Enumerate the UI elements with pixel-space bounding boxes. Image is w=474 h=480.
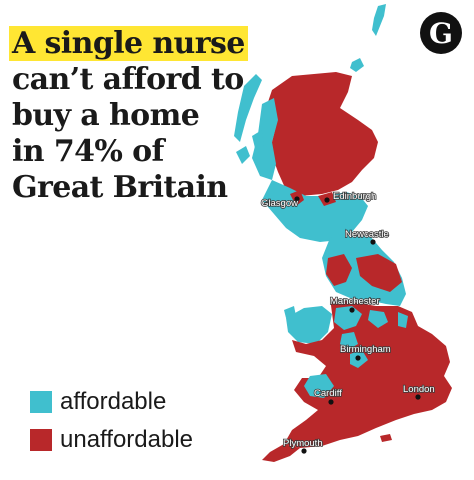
outer-hebrides (234, 74, 262, 142)
scotland-west-coast (252, 98, 278, 180)
south-wales-valleys (304, 374, 334, 398)
anglesey (284, 306, 296, 318)
isle-of-wight (380, 434, 392, 442)
legend-item-unaffordable: unaffordable (30, 421, 193, 459)
city-label-london: London (403, 384, 435, 395)
scotland-south (262, 180, 368, 242)
city-cardiff: Cardiff (313, 387, 343, 405)
stoke-pocket (340, 332, 358, 350)
legend: affordable unaffordable (30, 383, 193, 459)
orkney-islands (350, 58, 364, 72)
city-birmingham: Birmingham (339, 343, 392, 361)
city-label-plymouth: Plymouth (283, 438, 323, 449)
city-dot (349, 307, 355, 313)
lake-district (326, 254, 352, 286)
city-plymouth: Plymouth (282, 437, 323, 454)
city-label-birmingham: Birmingham (340, 344, 391, 355)
headline-line-2: can’t afford to (12, 62, 244, 97)
city-dot (370, 239, 376, 245)
cornwall (262, 444, 300, 462)
headline: A single nurse can’t afford to buy a hom… (9, 26, 262, 206)
city-label-glasgow: Glasgow (261, 198, 298, 209)
city-newcastle: Newcastle (344, 228, 390, 245)
city-label-newcastle: Newcastle (345, 229, 389, 240)
city-dot (415, 394, 421, 400)
yorkshire-north (356, 254, 402, 292)
scotland-highlands (266, 72, 378, 196)
lincolnshire-pocket (398, 312, 408, 328)
legend-label-unaffordable: unaffordable (60, 426, 194, 453)
city-label-manchester: Manchester (330, 296, 380, 307)
guardian-logo-letter: G (429, 16, 453, 50)
legend-label-affordable: affordable (60, 388, 167, 415)
hebrides-islands (236, 146, 250, 164)
guardian-logo: G (420, 12, 462, 54)
headline-line-3: buy a home (12, 98, 200, 133)
north-wales (286, 306, 332, 344)
city-glasgow: Glasgow (260, 196, 300, 210)
city-dot (328, 399, 334, 405)
city-dot (355, 355, 361, 361)
city-manchester: Manchester (329, 295, 380, 313)
city-label-edinburgh: Edinburgh (333, 191, 376, 202)
city-dot (294, 196, 300, 202)
city-label-cardiff: Cardiff (314, 388, 342, 399)
city-edinburgh: Edinburgh (324, 190, 377, 203)
city-dot (301, 448, 307, 454)
scotland-skye (252, 130, 264, 152)
legend-swatch-unaffordable (30, 429, 52, 451)
headline-line-5: Great Britain (12, 170, 228, 205)
city-london: London (402, 383, 436, 400)
legend-swatch-affordable (30, 391, 52, 413)
headline-line-1: A single nurse (9, 26, 248, 61)
legend-item-affordable: affordable (30, 383, 193, 421)
england-wales-south (284, 298, 452, 448)
headline-line-4: in 74% of (12, 134, 164, 169)
manchester-liverpool-pocket (334, 306, 362, 330)
yorkshire-south-pocket (368, 310, 388, 328)
city-dot (324, 197, 330, 203)
shetland-islands (372, 4, 386, 36)
